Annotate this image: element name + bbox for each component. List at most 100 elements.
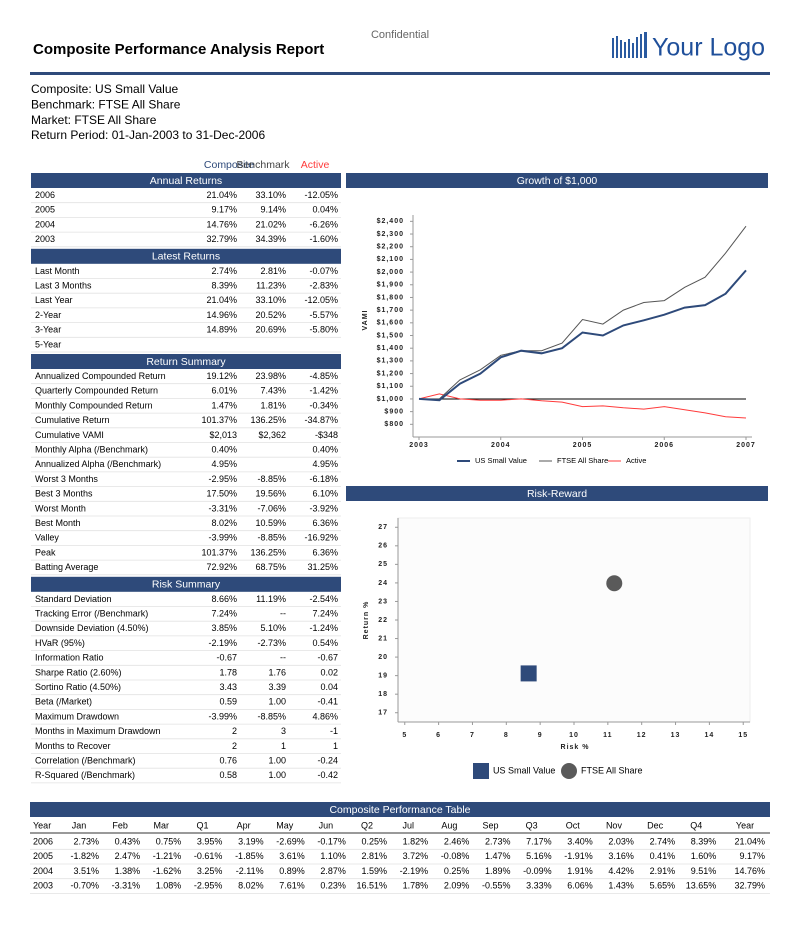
row-value: 4.86% [312, 711, 338, 721]
header-rule [30, 72, 770, 75]
y-tick-label: $2,300 [377, 231, 404, 238]
info-line: Return Period: 01-Jan-2003 to 31-Dec-200… [31, 128, 265, 142]
table-cell: 1.59% [362, 866, 388, 876]
section-header [31, 248, 341, 264]
column-header: Dec [647, 820, 664, 830]
row-label: Worst Month [35, 503, 86, 513]
column-header: Jun [319, 820, 334, 830]
column-header: Aug [441, 820, 457, 830]
table-cell: 1.47% [485, 851, 511, 861]
row-value: 3.43 [219, 682, 237, 692]
row-value: 20.52% [255, 310, 286, 320]
table-cell: 8.02% [238, 880, 264, 890]
row-label: 5-Year [35, 339, 61, 349]
y-tick-label: 20 [378, 654, 388, 661]
y-tick-label: $1,600 [377, 320, 404, 327]
section-header [31, 173, 341, 188]
y-tick-label: $1,900 [377, 282, 404, 289]
table-cell: 0.43% [115, 836, 141, 846]
row-value: 1.00 [268, 697, 286, 707]
table-header-bar [30, 802, 770, 817]
row-value: -6.18% [309, 474, 338, 484]
row-value: -4.85% [309, 371, 338, 381]
series-line [419, 225, 747, 400]
row-label: Best 3 Months [35, 489, 93, 499]
y-tick-label: $1,800 [377, 294, 404, 301]
table-cell: 1.78% [403, 880, 429, 890]
row-label: Last Year [35, 295, 73, 305]
row-value: 7.24% [312, 608, 338, 618]
row-value: 17.50% [206, 489, 237, 499]
row-value: -- [280, 608, 286, 618]
column-header: Mar [154, 820, 170, 830]
row-label: 2004 [35, 219, 55, 229]
info-line: Benchmark: FTSE All Share [31, 97, 181, 111]
y-tick-label: 27 [378, 524, 388, 531]
row-label: Standard Deviation [35, 594, 112, 604]
row-value: -2.73% [257, 638, 286, 648]
logo-text: Your Logo [652, 34, 765, 62]
row-label: HVaR (95%) [35, 638, 85, 648]
column-legend: Composite [204, 159, 254, 171]
column-header: Q1 [196, 820, 208, 830]
row-value: 136.25% [250, 415, 286, 425]
row-value: -0.41 [317, 697, 338, 707]
report-title: Composite Performance Analysis Report [33, 41, 324, 58]
row-label: Peak [35, 547, 56, 557]
table-cell: 8.39% [691, 836, 717, 846]
x-axis-label: Risk % [561, 744, 590, 751]
row-label: Annualized Alpha (/Benchmark) [35, 459, 161, 469]
row-value: 136.25% [250, 547, 286, 557]
row-value: -0.42 [317, 770, 338, 780]
row-value: 9.17% [211, 205, 237, 215]
section-header [31, 576, 341, 592]
table-cell: 2.87% [320, 866, 346, 876]
row-label: 3-Year [35, 325, 61, 335]
row-label: Last 3 Months [35, 280, 92, 290]
table-cell: 1.08% [156, 880, 182, 890]
logo-icon [612, 32, 647, 58]
x-tick-label: 8 [504, 732, 509, 739]
section-header [31, 354, 341, 369]
table-cell: 2006 [33, 836, 53, 846]
row-value: 0.40% [211, 444, 237, 454]
table-cell: 3.95% [197, 836, 223, 846]
row-label: Valley [35, 533, 59, 543]
table-cell: 1.43% [608, 880, 634, 890]
row-value: 19.12% [206, 371, 237, 381]
table-cell: 3.33% [526, 880, 552, 890]
row-value: 11.19% [256, 594, 286, 604]
table-cell: 1.60% [691, 851, 717, 861]
table-cell: -0.17% [317, 836, 346, 846]
table-cell: -2.11% [236, 866, 264, 876]
table-cell: -0.09% [523, 866, 552, 876]
row-value: 9.14% [260, 205, 286, 215]
x-tick-label: 2007 [736, 442, 756, 449]
row-value: -0.34% [309, 400, 338, 410]
row-value: -6.26% [309, 219, 338, 229]
row-value: 1 [333, 741, 338, 751]
table-cell: 21.04% [734, 836, 765, 846]
row-value: 6.36% [312, 547, 338, 557]
y-tick-label: 18 [378, 691, 388, 698]
y-tick-label: 24 [378, 580, 388, 587]
row-value: 3 [281, 726, 286, 736]
row-label: Tracking Error (/Benchmark) [35, 608, 148, 618]
row-label: Information Ratio [35, 653, 104, 663]
y-tick-label: $1,700 [377, 307, 404, 314]
table-cell: -1.62% [153, 866, 182, 876]
row-value: -8.85% [257, 533, 286, 543]
column-legend: Active [301, 159, 330, 171]
row-value: 1.00 [268, 755, 286, 765]
table-cell: -0.61% [194, 851, 223, 861]
row-value: 0.02 [320, 667, 338, 677]
x-tick-label: 10 [569, 732, 579, 739]
row-label: Batting Average [35, 562, 98, 572]
column-header: Nov [606, 820, 623, 830]
row-value: 4.95% [211, 459, 237, 469]
row-value: -1 [330, 726, 338, 736]
column-legend: Benchmark [236, 159, 290, 171]
row-label: Monthly Compounded Return [35, 400, 153, 410]
row-value: 0.76 [219, 755, 237, 765]
